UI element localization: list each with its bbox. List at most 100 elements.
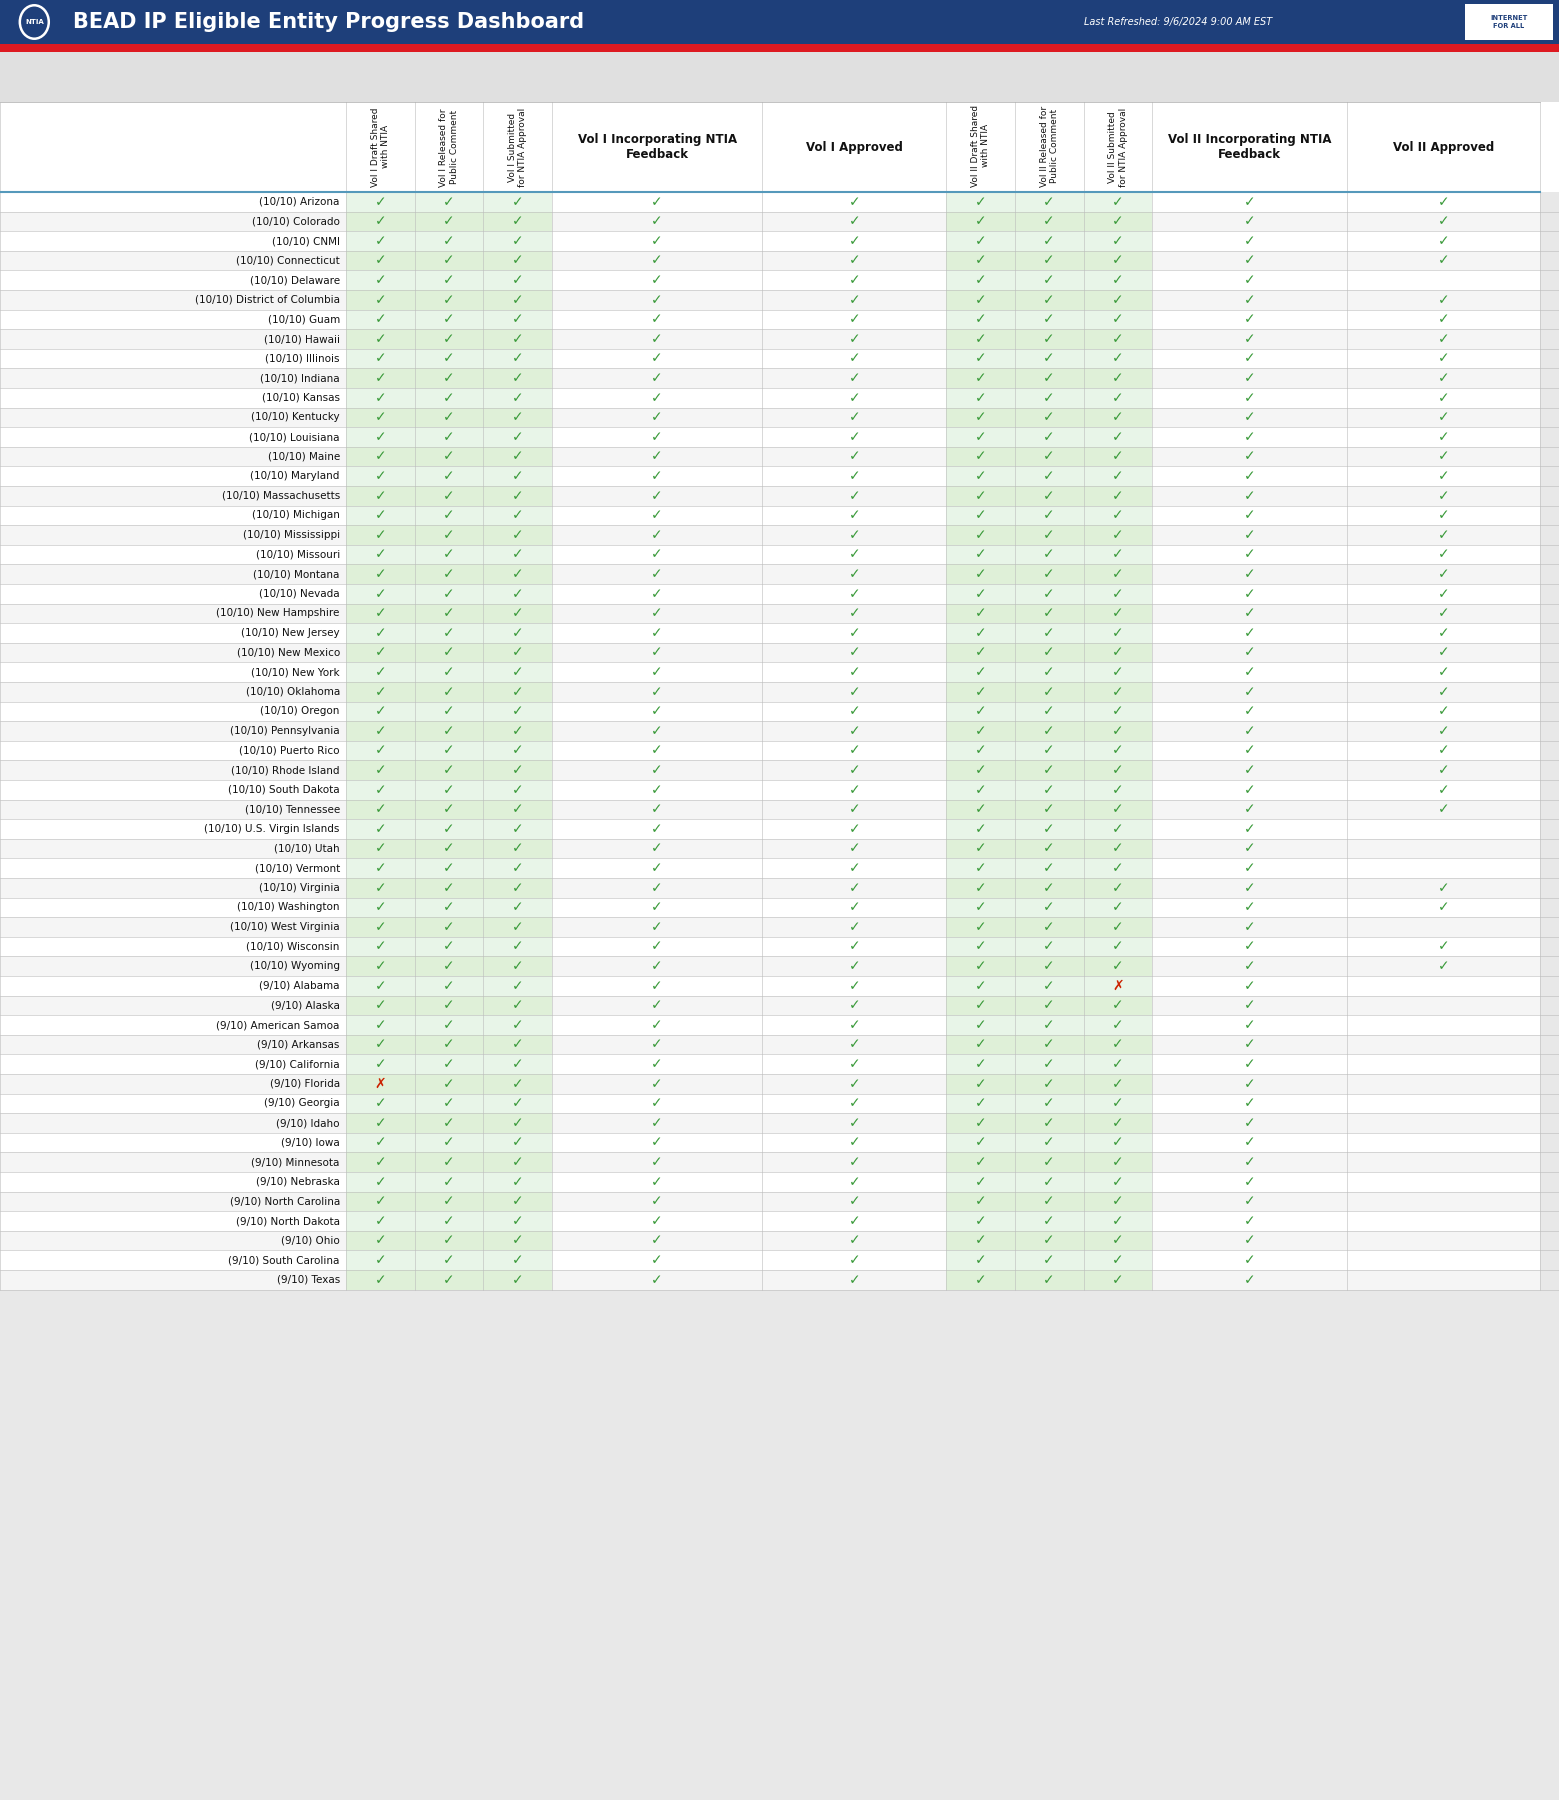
Bar — [552, 603, 762, 623]
Text: ✓: ✓ — [652, 490, 663, 502]
Text: ✓: ✓ — [848, 234, 861, 248]
Text: ✓: ✓ — [848, 783, 861, 797]
Text: ✓: ✓ — [1244, 1156, 1255, 1170]
Bar — [483, 526, 552, 545]
Text: (9/10) Arkansas: (9/10) Arkansas — [257, 1040, 340, 1049]
Text: ✓: ✓ — [1437, 940, 1450, 954]
Text: ✓: ✓ — [511, 547, 524, 562]
Text: ✓: ✓ — [443, 527, 455, 542]
Bar — [1152, 466, 1347, 486]
Bar — [1152, 779, 1347, 799]
Bar — [946, 819, 1015, 839]
Text: ✓: ✓ — [511, 430, 524, 445]
Bar — [483, 603, 552, 623]
Text: ✓: ✓ — [848, 646, 861, 659]
Text: ✓: ✓ — [1112, 1096, 1124, 1111]
Bar — [762, 662, 946, 682]
Text: (10/10) South Dakota: (10/10) South Dakota — [228, 785, 340, 796]
Bar — [0, 1211, 346, 1231]
Text: ✓: ✓ — [652, 371, 663, 385]
Text: (10/10) Tennessee: (10/10) Tennessee — [245, 805, 340, 814]
Text: ✓: ✓ — [652, 1037, 663, 1051]
Bar — [762, 839, 946, 859]
Bar — [552, 369, 762, 389]
Text: ✓: ✓ — [848, 547, 861, 562]
Bar — [552, 466, 762, 486]
Text: ✓: ✓ — [443, 704, 455, 718]
Bar — [346, 407, 415, 427]
Text: ✓: ✓ — [443, 274, 455, 288]
Text: ✓: ✓ — [374, 743, 387, 758]
Bar — [1347, 839, 1540, 859]
Text: ✓: ✓ — [374, 430, 387, 445]
Text: ✓: ✓ — [1112, 274, 1124, 288]
Text: ✓: ✓ — [374, 391, 387, 405]
Text: ✓: ✓ — [974, 626, 987, 641]
Text: ✓: ✓ — [443, 1156, 455, 1170]
Bar — [552, 310, 762, 329]
Bar — [1015, 1172, 1084, 1192]
Bar — [552, 446, 762, 466]
Text: ✓: ✓ — [1043, 1037, 1055, 1051]
Text: ✓: ✓ — [652, 880, 663, 895]
Text: ✓: ✓ — [652, 410, 663, 425]
Text: ✓: ✓ — [1043, 371, 1055, 385]
Text: ✓: ✓ — [1244, 391, 1255, 405]
Text: ✓: ✓ — [511, 351, 524, 365]
Text: ✓: ✓ — [974, 214, 987, 229]
Bar — [552, 349, 762, 369]
Bar — [552, 1192, 762, 1211]
Bar — [346, 1251, 415, 1271]
Text: ✓: ✓ — [511, 567, 524, 581]
Bar — [415, 1112, 483, 1132]
Text: ✓: ✓ — [374, 724, 387, 738]
Bar — [483, 1075, 552, 1094]
Text: ✓: ✓ — [1244, 313, 1255, 326]
Text: ✓: ✓ — [848, 880, 861, 895]
Text: ✓: ✓ — [1437, 587, 1450, 601]
Bar — [0, 52, 1559, 103]
Text: ✓: ✓ — [443, 567, 455, 581]
Text: ✓: ✓ — [1437, 234, 1450, 248]
Bar — [1347, 1055, 1540, 1075]
Text: ✓: ✓ — [1112, 587, 1124, 601]
Bar — [1152, 662, 1347, 682]
Bar — [1015, 526, 1084, 545]
Text: ✓: ✓ — [848, 900, 861, 914]
Text: ✓: ✓ — [1043, 900, 1055, 914]
Bar — [1152, 859, 1347, 878]
Bar — [415, 565, 483, 583]
Bar — [552, 583, 762, 603]
Bar — [1152, 1192, 1347, 1211]
Text: ✓: ✓ — [1244, 470, 1255, 482]
Bar — [346, 603, 415, 623]
Bar — [415, 1231, 483, 1251]
Bar — [0, 583, 346, 603]
Bar — [483, 1152, 552, 1172]
Bar — [1084, 956, 1152, 976]
Text: ✓: ✓ — [974, 351, 987, 365]
Bar — [346, 976, 415, 995]
Bar — [483, 1271, 552, 1289]
Bar — [946, 643, 1015, 662]
Text: ✓: ✓ — [974, 646, 987, 659]
Text: ✓: ✓ — [652, 274, 663, 288]
Text: ✓: ✓ — [1112, 724, 1124, 738]
Bar — [552, 1132, 762, 1152]
Text: ✓: ✓ — [374, 234, 387, 248]
Text: ✓: ✓ — [511, 666, 524, 679]
Bar — [946, 1172, 1015, 1192]
Text: ✓: ✓ — [443, 920, 455, 934]
Text: ✓: ✓ — [848, 1156, 861, 1170]
Text: ✓: ✓ — [1112, 313, 1124, 326]
Text: ✓: ✓ — [511, 1213, 524, 1228]
Bar — [0, 0, 1559, 43]
Text: ✓: ✓ — [974, 470, 987, 482]
Bar — [346, 506, 415, 526]
Text: ✓: ✓ — [974, 331, 987, 346]
Text: ✓: ✓ — [443, 803, 455, 817]
Text: ✓: ✓ — [1112, 880, 1124, 895]
Bar — [1152, 427, 1347, 446]
Text: ✓: ✓ — [1112, 490, 1124, 502]
Bar — [762, 722, 946, 742]
